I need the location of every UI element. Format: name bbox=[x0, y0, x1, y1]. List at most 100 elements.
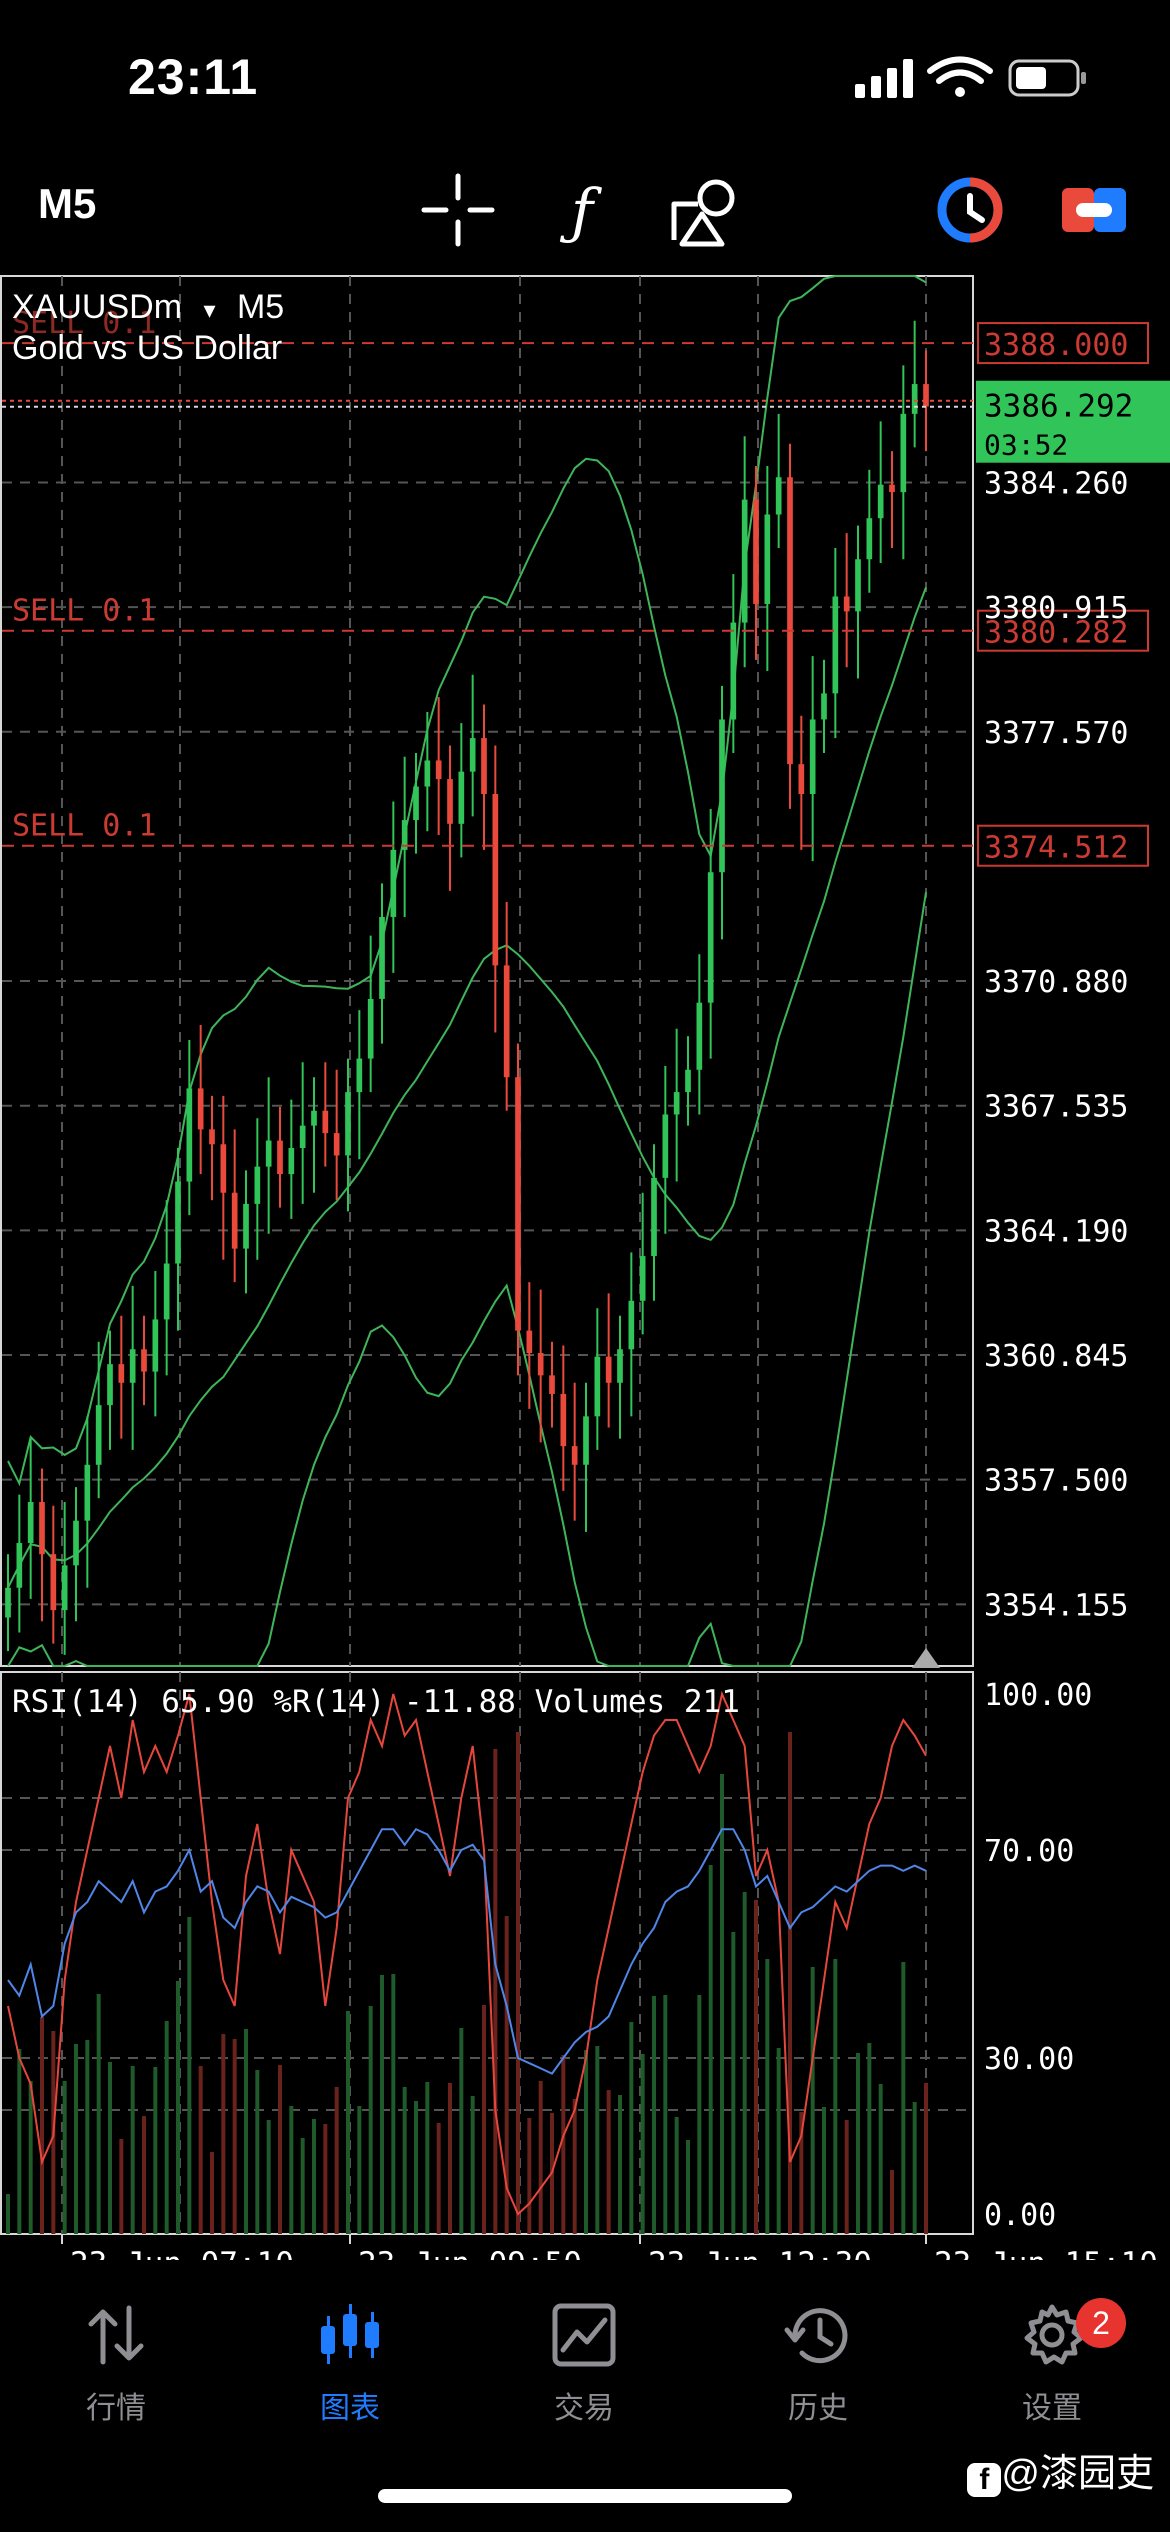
candle bbox=[787, 443, 793, 809]
candle bbox=[95, 1341, 102, 1499]
candle-body bbox=[798, 764, 805, 794]
candle-body bbox=[243, 1203, 249, 1249]
candle-body bbox=[118, 1364, 125, 1383]
candle bbox=[231, 1129, 238, 1283]
candle bbox=[197, 1025, 204, 1175]
volume-bar bbox=[357, 2106, 362, 2234]
tab-settings[interactable]: 设置 bbox=[972, 2300, 1132, 2427]
volume-bar bbox=[742, 1892, 747, 2234]
candle-body bbox=[379, 916, 385, 999]
candle bbox=[367, 935, 374, 1093]
chart-candles-icon bbox=[321, 2304, 379, 2364]
candle bbox=[753, 466, 759, 660]
volume-bar bbox=[210, 2152, 214, 2234]
order-price-label: 3374.512 bbox=[984, 831, 1129, 866]
volume-bar bbox=[901, 1962, 906, 2234]
candle bbox=[639, 1192, 646, 1335]
candle bbox=[61, 1502, 68, 1655]
candle bbox=[277, 1107, 283, 1208]
candle-body bbox=[277, 1140, 283, 1175]
chart-shift-icon[interactable] bbox=[912, 1648, 940, 1668]
tab-trade[interactable]: 交易 bbox=[504, 2300, 664, 2427]
volume-bar bbox=[108, 2062, 112, 2234]
tab-label: 历史 bbox=[788, 2392, 848, 2425]
volume-bar bbox=[85, 2040, 90, 2234]
volume-bar bbox=[788, 1732, 792, 2234]
candle bbox=[889, 451, 895, 549]
volume-bar bbox=[414, 2101, 418, 2234]
candle bbox=[186, 1039, 193, 1216]
tab-charts[interactable]: 图表 bbox=[270, 2300, 430, 2427]
candle-body bbox=[209, 1129, 215, 1145]
candle-body bbox=[730, 622, 737, 720]
volume-bar bbox=[244, 2029, 248, 2234]
volume-bar bbox=[391, 1974, 396, 2234]
volume-bar bbox=[436, 2123, 441, 2234]
volume-bar bbox=[618, 2095, 622, 2234]
tab-history[interactable]: 历史 bbox=[738, 2300, 898, 2427]
order-label: SELL 0.1 bbox=[12, 306, 157, 341]
candle-body bbox=[458, 771, 465, 824]
timeframe-button[interactable]: M5 bbox=[38, 180, 97, 227]
chart-symbol[interactable]: XAUUSDm bbox=[12, 288, 182, 326]
candle-body bbox=[900, 413, 907, 493]
svg-text:XAUUSDm ▾ M5: XAUUSDm ▾ M5 bbox=[12, 288, 284, 326]
objects-icon[interactable] bbox=[668, 170, 748, 250]
indicator-axis-label: 70.00 bbox=[984, 1834, 1074, 1869]
volume-bar bbox=[720, 1774, 724, 2234]
candle bbox=[254, 1118, 261, 1260]
svg-text:ƒ: ƒ bbox=[560, 177, 603, 247]
candle bbox=[662, 1066, 669, 1234]
volume-bar bbox=[822, 2107, 826, 2234]
chevron-down-icon[interactable]: ▾ bbox=[203, 297, 215, 324]
candle-body bbox=[639, 1256, 646, 1301]
volume-bar bbox=[266, 2120, 271, 2234]
volume-bar bbox=[153, 2067, 158, 2234]
candle bbox=[707, 808, 714, 1059]
volume-bar bbox=[40, 2017, 44, 2234]
candle bbox=[843, 533, 850, 668]
price-axis-label: 3384.260 bbox=[984, 466, 1129, 501]
tab-quotes[interactable]: 行情 bbox=[36, 2300, 196, 2427]
candle-body bbox=[481, 738, 487, 794]
order-price-box bbox=[977, 824, 1149, 867]
candle bbox=[775, 413, 782, 549]
candle bbox=[345, 1058, 351, 1212]
candle bbox=[107, 1330, 113, 1450]
notification-badge: 2 bbox=[1076, 2298, 1126, 2348]
candle bbox=[16, 1494, 23, 1633]
volume-bar bbox=[346, 2011, 350, 2234]
candle bbox=[73, 1487, 79, 1622]
candle bbox=[5, 1554, 11, 1652]
candle-body bbox=[413, 786, 419, 821]
candle-body bbox=[152, 1319, 159, 1372]
candle bbox=[605, 1293, 612, 1428]
candle bbox=[685, 1036, 691, 1126]
main-chart-frame bbox=[0, 275, 974, 1667]
price-chart[interactable]: SELL 0.1 3388.000 SELL 0.1 3380.282 SELL 0.1… bbox=[0, 270, 1170, 2260]
candle bbox=[855, 525, 861, 679]
candle-body bbox=[16, 1543, 23, 1588]
price-axis-label: 3367.535 bbox=[984, 1090, 1129, 1125]
order-label: SELL 0.1 bbox=[12, 594, 157, 629]
order-price-label: 3380.282 bbox=[984, 616, 1129, 651]
candle bbox=[50, 1505, 57, 1644]
volume-bar bbox=[62, 2081, 67, 2234]
home-indicator[interactable] bbox=[378, 2489, 792, 2503]
candle bbox=[560, 1345, 567, 1491]
candle-body bbox=[186, 1088, 193, 1182]
candle bbox=[322, 1062, 329, 1167]
candle bbox=[809, 656, 816, 862]
candle-body bbox=[651, 1177, 657, 1257]
candle-body bbox=[265, 1140, 272, 1167]
switch-icon[interactable] bbox=[1054, 170, 1134, 250]
candle bbox=[798, 715, 805, 850]
candle bbox=[84, 1416, 91, 1588]
candle-body bbox=[299, 1125, 306, 1149]
candle bbox=[39, 1468, 45, 1622]
indicator-f-icon[interactable]: ƒ bbox=[542, 170, 622, 250]
candle-body bbox=[832, 596, 839, 694]
candle bbox=[152, 1270, 159, 1417]
crosshair-icon[interactable] bbox=[418, 170, 498, 250]
one-click-icon[interactable] bbox=[930, 170, 1010, 250]
